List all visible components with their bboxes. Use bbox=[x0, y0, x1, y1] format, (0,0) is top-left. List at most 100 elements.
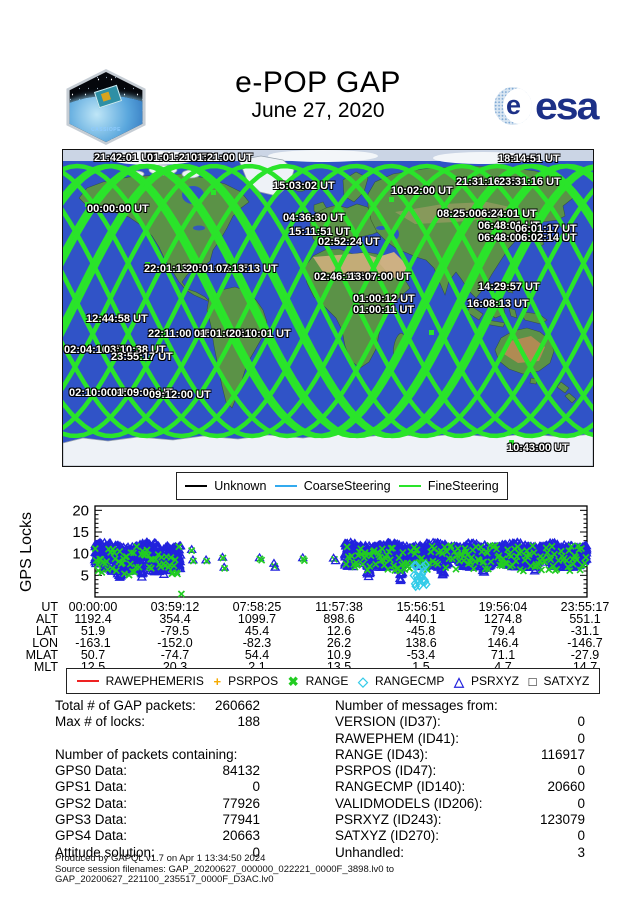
legend-item: RAWEPHEMERIS bbox=[76, 674, 204, 688]
legend-label: Unknown bbox=[214, 479, 267, 493]
ephemeris-cell: -27.9 bbox=[570, 648, 600, 662]
ephemeris-cell: 146.4 bbox=[487, 636, 519, 650]
legend-item: □ SATXYZ bbox=[529, 674, 590, 688]
map-timestamp-label: 20:01:13 UT bbox=[186, 263, 248, 275]
map-timestamp-label: 00:00:00 UT bbox=[87, 203, 149, 215]
ephemeris-cell: 551.1 bbox=[569, 612, 601, 626]
row-label: ALT bbox=[36, 612, 58, 626]
stat-value: 77941 bbox=[222, 812, 260, 828]
stat-label: GPS2 Data: bbox=[55, 795, 128, 811]
map-timestamp-label: 10:43:00 UT bbox=[507, 442, 569, 454]
world-map: 21:42:01 UT 01:01:21 UT 01:21:00 UT 18:14:5… bbox=[62, 149, 594, 467]
stat-value: 0 bbox=[577, 828, 585, 844]
stat-label: Number of messages from: bbox=[335, 698, 498, 713]
footer-line: Produced by GAPQL v1.7 on Apr 1 13:34:50… bbox=[55, 853, 266, 864]
esa-e-glyph: e bbox=[506, 90, 522, 120]
stat-row: RANGECMP (ID140): 20660 bbox=[335, 779, 585, 795]
ephemeris-cell: 00:00:00 bbox=[68, 600, 118, 614]
ephemeris-cell: 10.9 bbox=[326, 648, 352, 662]
xcross-marker-icon: ✖ bbox=[287, 673, 299, 689]
ephemeris-cell: -74.7 bbox=[160, 648, 190, 662]
stat-label: GPS3 Data: bbox=[55, 812, 128, 828]
dash-marker-icon bbox=[76, 680, 99, 682]
footer-line: GAP_20200627_221100_235517_0000F_D3AC.lv… bbox=[55, 874, 274, 885]
ephemeris-cell: 71.1 bbox=[490, 648, 516, 662]
legend-label: SATXYZ bbox=[543, 674, 590, 688]
map-timestamp-label: 23:31:16 UT bbox=[499, 176, 561, 188]
stat-label: VERSION (ID37): bbox=[335, 714, 441, 730]
svg-text:20: 20 bbox=[72, 502, 89, 519]
esa-crescent bbox=[503, 88, 532, 124]
map-timestamp-label: 01:00:11 UT bbox=[353, 304, 415, 316]
map-timestamp-label: 01:01:21 UT bbox=[147, 152, 209, 164]
ephemeris-cell: -45.8 bbox=[406, 624, 436, 638]
patch-mission-name: CASSIOPE bbox=[91, 126, 121, 133]
stat-row: RANGE (ID43): 116917 bbox=[335, 747, 585, 763]
svg-text:10: 10 bbox=[72, 546, 89, 563]
svg-text:5: 5 bbox=[81, 567, 89, 584]
legend-label: RANGECMP bbox=[375, 674, 445, 688]
steering-legend: Unknown CoarseSteering FineSteering bbox=[176, 472, 508, 500]
stat-label: GPS1 Data: bbox=[55, 779, 128, 795]
stat-row: SATXYZ (ID270): 0 bbox=[335, 828, 585, 844]
map-timestamp-label: 06:24:01 UT bbox=[475, 208, 537, 220]
ephemeris-cell: 12.6 bbox=[326, 624, 352, 638]
ephemeris-cell: -79.5 bbox=[160, 624, 190, 638]
square-marker-icon: □ bbox=[528, 673, 537, 689]
ephemeris-cell: 1274.8 bbox=[483, 612, 523, 626]
stat-label: VALIDMODELS (ID206): bbox=[335, 795, 483, 811]
cassiope-mission-patch: CASSIOPE bbox=[63, 69, 149, 145]
stat-value: 0 bbox=[577, 795, 585, 811]
legend-label: RAWEPHEMERIS bbox=[105, 674, 204, 688]
stat-row bbox=[55, 731, 260, 747]
map-timestamp-label: 08:25:00 UT bbox=[437, 208, 499, 220]
legend-item: + PSRPOS bbox=[214, 674, 279, 688]
stat-row: GPS1 Data: 0 bbox=[55, 779, 260, 795]
stat-row: Attitude solution: 0 bbox=[55, 845, 260, 861]
stat-value: 77926 bbox=[222, 795, 260, 811]
ephemeris-cell: 26.2 bbox=[326, 636, 352, 650]
ephemeris-cell: -163.1 bbox=[75, 636, 111, 650]
triangle-marker-icon: △ bbox=[453, 673, 464, 689]
line-marker-icon bbox=[398, 485, 421, 487]
stat-row: Max # of locks: 188 bbox=[55, 714, 260, 730]
map-timestamp-label: 01:09:00 UT bbox=[111, 387, 173, 399]
stat-label: Attitude solution: bbox=[55, 844, 155, 860]
ephemeris-cell: 898.6 bbox=[323, 612, 355, 626]
stat-label: RAWEPHEM (ID41): bbox=[335, 730, 460, 746]
ephemeris-cell: 07:58:25 bbox=[232, 600, 282, 614]
map-timestamp-label: 04:36:30 UT bbox=[283, 212, 345, 224]
ephemeris-cell: 45.4 bbox=[244, 624, 270, 638]
stat-row: Number of messages from: bbox=[335, 698, 585, 714]
map-timestamp-label: 06:01:17 UT bbox=[515, 223, 577, 235]
ephemeris-cell: -146.7 bbox=[567, 636, 603, 650]
svg-text:15: 15 bbox=[72, 524, 89, 541]
world-map-graphic bbox=[63, 150, 593, 466]
stat-row: Total # of GAP packets: 260662 bbox=[55, 698, 260, 714]
stat-label: Total # of GAP packets: bbox=[55, 698, 196, 713]
line-marker-icon bbox=[185, 485, 208, 487]
stat-row: GPS3 Data: 77941 bbox=[55, 812, 260, 828]
ephemeris-row: ALT 1192.4 354.4 1099.7 898.6 440.1 1274.8 551.… bbox=[0, 612, 636, 626]
series-legend: RAWEPHEMERIS + PSRPOS ✖ RANGE ◇ RANGECMP △ PSRXY… bbox=[66, 668, 600, 694]
ephemeris-cell: 79.4 bbox=[490, 624, 516, 638]
ephemeris-row: LON -163.1 -152.0 -82.3 26.2 138.6 146.4 -146.7 bbox=[0, 636, 636, 650]
map-timestamp-label: 16:08:13 UT bbox=[467, 298, 529, 310]
line-marker-icon bbox=[274, 485, 297, 487]
map-timestamp-label: 02:52:24 UT bbox=[318, 236, 380, 248]
stat-label: RANGECMP (ID140): bbox=[335, 779, 466, 795]
map-timestamp-label: 07:13:13 UT bbox=[216, 263, 278, 275]
map-timestamp-label: 13:07:00 UT bbox=[349, 271, 411, 283]
map-timestamp-label: 15:03:02 UT bbox=[273, 180, 335, 192]
stat-row: PSRPOS (ID47): 0 bbox=[335, 763, 585, 779]
diamond-marker-icon: ◇ bbox=[358, 673, 368, 689]
row-label: LAT bbox=[36, 624, 58, 638]
ephemeris-cell: 11:57:38 bbox=[315, 600, 363, 614]
ephemeris-row: LAT 51.9 -79.5 45.4 12.6 -45.8 79.4 -31.1 bbox=[0, 624, 636, 638]
ephemeris-cell: 23:55:17 bbox=[560, 600, 610, 614]
stat-value: 0 bbox=[577, 730, 585, 746]
stat-row: VERSION (ID37): 0 bbox=[335, 714, 585, 730]
ephemeris-cell: 1192.4 bbox=[74, 612, 112, 626]
stat-label: RANGE (ID43): bbox=[335, 746, 429, 762]
